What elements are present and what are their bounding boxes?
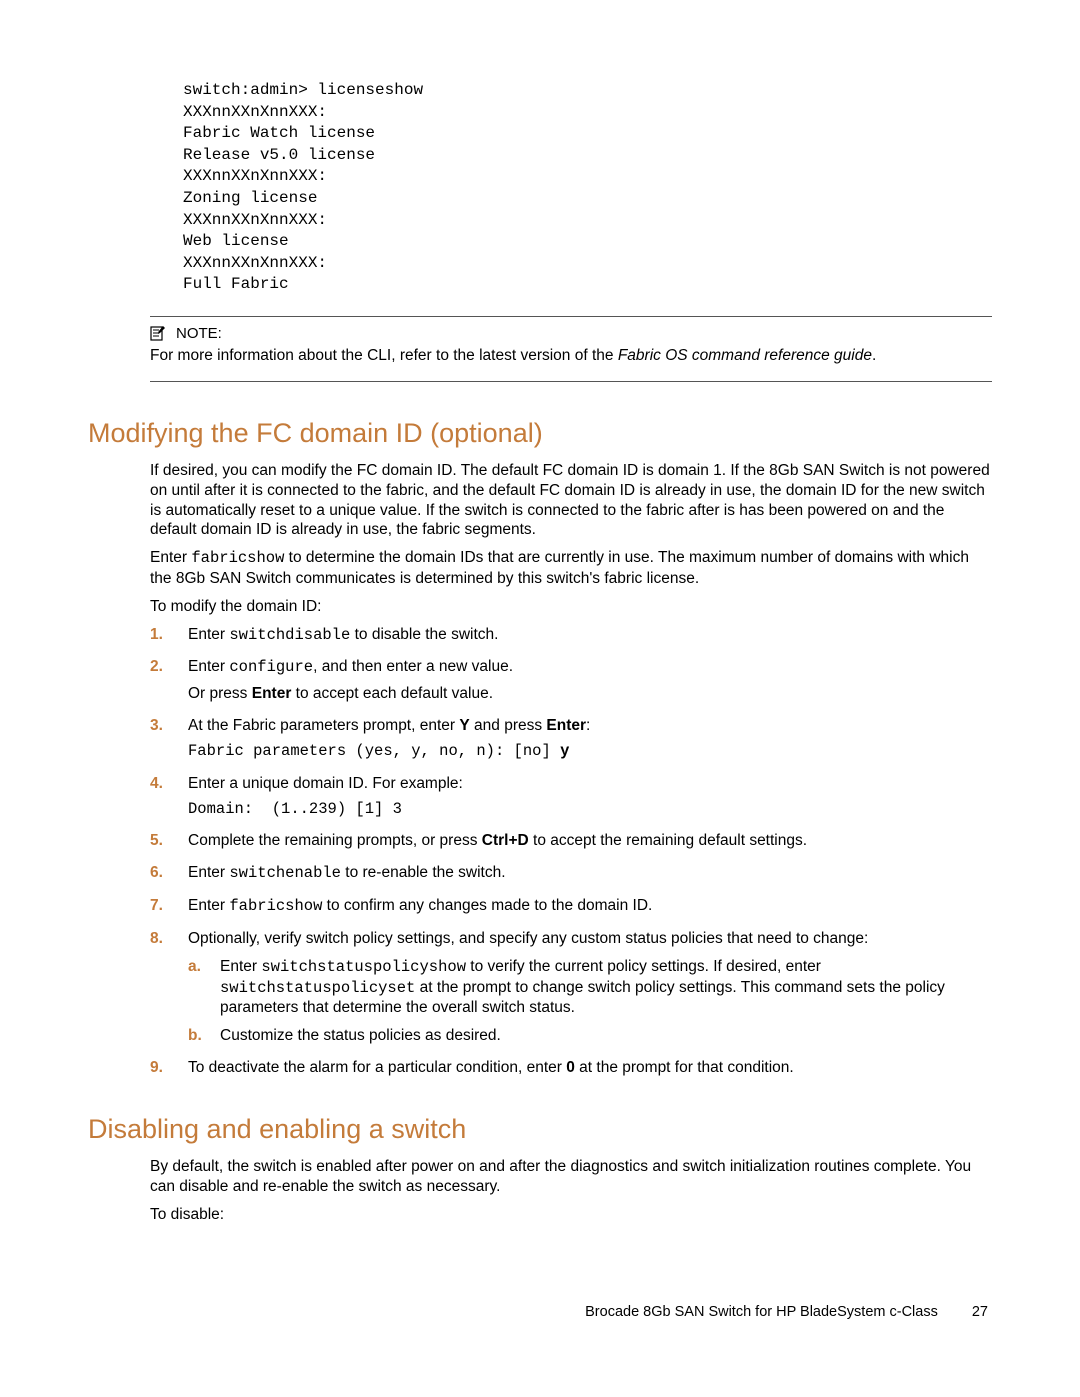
section2-p2: To disable: (150, 1205, 992, 1225)
steps-list: Enter switchdisable to disable the switc… (150, 625, 992, 1078)
footer-title: Brocade 8Gb SAN Switch for HP BladeSyste… (585, 1304, 938, 1320)
page-number: 27 (972, 1304, 988, 1320)
section1-p1: If desired, you can modify the FC domain… (150, 461, 992, 540)
step-9: To deactivate the alarm for a particular… (150, 1058, 992, 1078)
section2-p1: By default, the switch is enabled after … (150, 1157, 992, 1197)
step-8b: Customize the status policies as desired… (188, 1026, 992, 1046)
step-4-code: Domain: (1..239) [1] 3 (188, 800, 992, 820)
note-box: NOTE: For more information about the CLI… (150, 316, 992, 382)
step-2-sub: Or press Enter to accept each default va… (188, 684, 992, 704)
page-footer: Brocade 8Gb SAN Switch for HP BladeSyste… (88, 1304, 992, 1320)
section1-p2: Enter fabricshow to determine the domain… (150, 548, 992, 589)
step-8: Optionally, verify switch policy setting… (150, 929, 992, 1046)
step-4: Enter a unique domain ID. For example: D… (150, 774, 992, 820)
step-2: Enter configure, and then enter a new va… (150, 657, 992, 704)
section-heading-disabling: Disabling and enabling a switch (88, 1114, 992, 1145)
step-6: Enter switchenable to re-enable the swit… (150, 863, 992, 884)
step-5: Complete the remaining prompts, or press… (150, 831, 992, 851)
note-text: For more information about the CLI, refe… (150, 346, 992, 367)
step-8a: Enter switchstatuspolicyshow to verify t… (188, 957, 992, 1018)
section-heading-modifying: Modifying the FC domain ID (optional) (88, 418, 992, 449)
section1-p3: To modify the domain ID: (150, 597, 992, 617)
step-8-substeps: Enter switchstatuspolicyshow to verify t… (188, 957, 992, 1046)
license-code-block: switch:admin> licenseshow XXXnnXXnXnnXXX… (183, 80, 992, 296)
note-icon (150, 325, 168, 341)
step-1: Enter switchdisable to disable the switc… (150, 625, 992, 646)
step-3-code: Fabric parameters (yes, y, no, n): [no] … (188, 742, 992, 762)
step-3: At the Fabric parameters prompt, enter Y… (150, 716, 992, 762)
note-text-italic: Fabric OS command reference guide (618, 347, 872, 364)
note-text-suffix: . (872, 347, 876, 364)
note-label: NOTE: (176, 325, 222, 342)
note-text-prefix: For more information about the CLI, refe… (150, 347, 618, 364)
document-page: switch:admin> licenseshow XXXnnXXnXnnXXX… (0, 0, 1080, 1380)
note-header: NOTE: (150, 325, 992, 342)
step-7: Enter fabricshow to confirm any changes … (150, 896, 992, 917)
